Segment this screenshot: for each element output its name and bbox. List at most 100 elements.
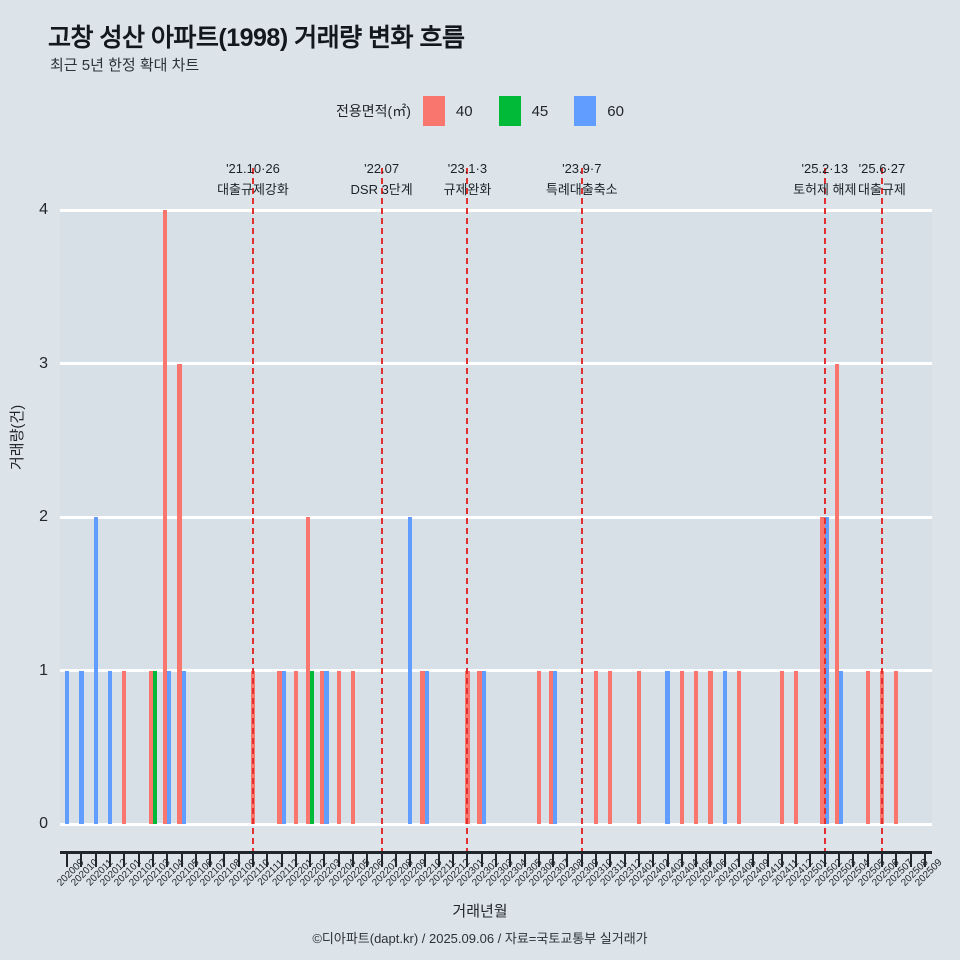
bar-202404-40[interactable] [679,670,684,824]
event-name-202309: 특례대출축소 [545,182,618,197]
bar-202103-45[interactable] [152,670,158,824]
y-tick-label-1: 1 [39,661,48,679]
bar-202011-60[interactable] [93,517,98,824]
gridline-y-4 [60,208,932,212]
bar-202507-40[interactable] [894,670,899,824]
bar-202307-60[interactable] [553,670,558,824]
event-line-202309 [580,168,583,854]
bar-202201-40[interactable] [293,670,298,824]
x-tick-202101 [123,854,126,867]
x-tick-202302 [480,854,483,867]
gridline-y-2 [60,515,932,519]
bar-202202-40[interactable] [305,517,311,824]
x-tick-202306 [537,854,540,867]
bar-202405-40[interactable] [693,670,699,824]
x-tick-202307 [552,854,555,867]
bar-202203-60[interactable] [324,670,329,824]
bar-202302-40[interactable] [477,670,482,824]
x-tick-202012 [109,854,112,867]
legend-title: 전용면적(㎡) [336,103,411,119]
x-tick-202104 [166,854,169,867]
x-tick-202412 [795,854,798,867]
bar-202502-60[interactable] [824,517,830,824]
page-title: 고창 성산 아파트(1998) 거래량 변화 흐름 [48,24,465,52]
legend-swatch-40 [422,96,445,126]
bar-202310-40[interactable] [593,670,599,824]
x-tick-202501 [809,854,812,867]
legend-label-60: 60 [607,102,624,120]
bar-202306-40[interactable] [536,670,542,824]
x-tick-202112 [280,854,283,867]
bar-202202-45[interactable] [310,670,315,824]
bar-202503-40[interactable] [834,363,840,824]
bar-202105-60[interactable] [181,670,186,824]
x-tick-202310 [595,854,598,867]
event-line-202506 [880,168,883,854]
x-tick-202109 [237,854,240,867]
x-tick-202009 [66,854,69,867]
y-tick-label-0: 0 [39,815,48,832]
bar-202209-60[interactable] [408,517,413,824]
x-tick-202406 [709,854,712,867]
bar-202105-40[interactable] [177,363,182,824]
bar-202112-40[interactable] [277,670,282,824]
event-date-202502: '25.2·13 [801,161,849,176]
x-tick-202402 [652,854,655,867]
legend-swatch-60 [574,96,597,126]
bar-202205-40[interactable] [350,670,356,824]
bar-202104-40[interactable] [162,210,168,824]
x-tick-202108 [223,854,226,867]
legend-item-45[interactable]: 45 [498,96,575,126]
bar-202502-40[interactable] [820,517,825,824]
event-name-202301: 규제완화 [443,182,492,197]
bar-202412-40[interactable] [794,670,799,824]
bar-202203-40[interactable] [320,670,325,824]
bar-202311-40[interactable] [608,670,613,824]
event-line-202502 [823,168,826,854]
legend-swatch-45 [498,96,521,126]
legend-item-40[interactable]: 40 [422,96,499,126]
bar-202407-60[interactable] [722,670,727,824]
legend: 전용면적(㎡) 40 45 60 [0,96,960,126]
bar-202401-40[interactable] [636,670,642,824]
bar-202210-40[interactable] [420,670,425,824]
bar-202505-40[interactable] [865,670,870,824]
legend-item-60[interactable]: 60 [574,96,624,126]
event-date-202207: '22.07 [364,161,400,176]
y-axis-title: 거래량(건) [9,404,26,470]
x-tick-202209 [409,854,412,867]
bar-202302-60[interactable] [481,670,486,824]
x-tick-202408 [738,854,741,867]
x-tick-202301 [466,854,469,867]
bar-202103-40[interactable] [148,670,153,824]
x-tick-202201 [294,854,297,867]
x-tick-202401 [637,854,640,867]
x-tick-202204 [337,854,340,867]
x-axis-title: 거래년월 [452,903,508,920]
bar-202406-40[interactable] [708,670,713,824]
legend-label-45: 45 [531,102,549,120]
bar-202104-60[interactable] [167,670,172,824]
x-tick-202311 [609,854,612,867]
x-tick-202502 [823,854,826,867]
bar-202204-40[interactable] [336,670,341,824]
bar-202403-60[interactable] [665,670,670,824]
bar-202307-40[interactable] [548,670,554,824]
x-tick-202102 [137,854,140,867]
x-tick-202202 [309,854,312,867]
bar-202408-40[interactable] [736,670,742,824]
bar-202210-60[interactable] [424,670,429,824]
x-tick-202403 [666,854,669,867]
bar-202503-60[interactable] [839,670,844,824]
x-tick-202506 [880,854,883,867]
bar-202009-60[interactable] [65,670,70,824]
legend-label-40: 40 [455,102,473,120]
y-tick-label-2: 2 [39,508,48,525]
bar-202101-40[interactable] [122,670,127,824]
event-line-202301 [466,168,469,854]
bar-202010-60[interactable] [79,670,84,824]
bar-202012-60[interactable] [107,670,113,824]
bar-202112-60[interactable] [281,670,286,824]
x-tick-202011 [94,854,97,867]
bar-202411-40[interactable] [779,670,785,824]
